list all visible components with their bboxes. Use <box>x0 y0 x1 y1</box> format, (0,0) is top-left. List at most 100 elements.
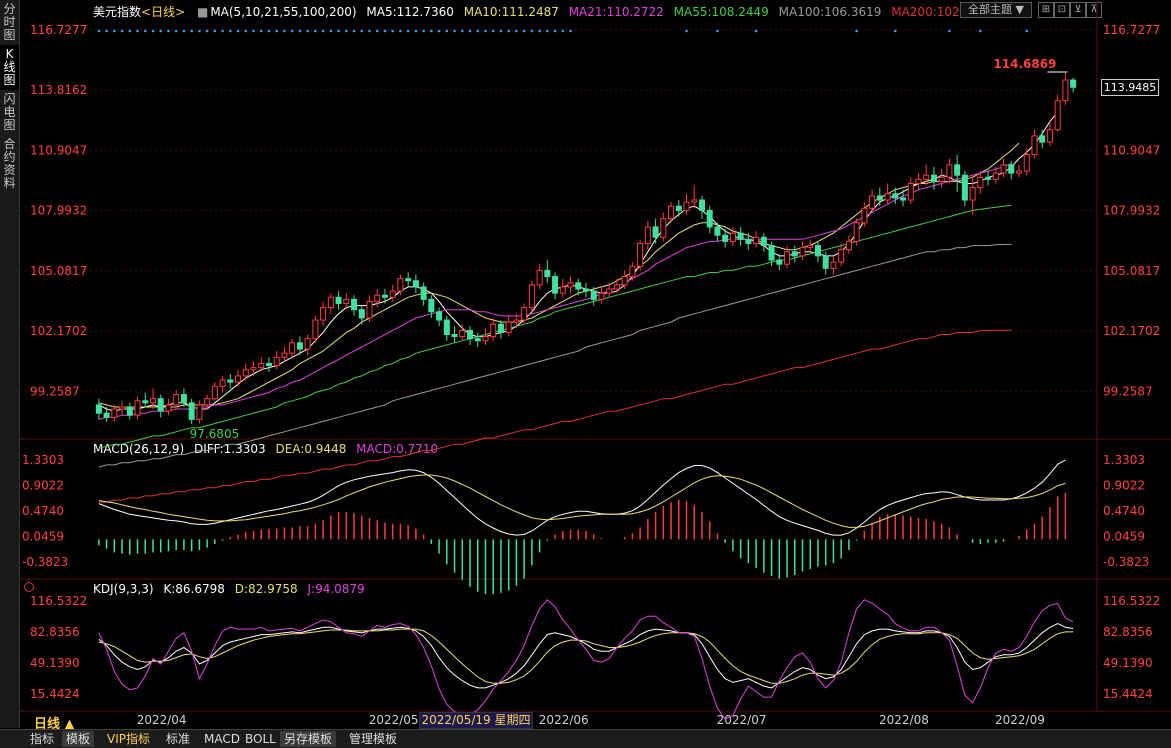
signal-dot <box>198 29 201 33</box>
candle-body <box>985 176 992 180</box>
price-tick-right: 116.7277 <box>1103 23 1160 37</box>
signal-dot <box>445 29 449 33</box>
signal-dot <box>190 29 193 33</box>
signal-dot <box>143 29 147 33</box>
candle-body <box>915 178 922 184</box>
macd-tick-left: -0.3823 <box>22 555 68 569</box>
candle-body <box>938 176 945 182</box>
signal-dot <box>97 29 101 33</box>
price-tick-left: 110.9047 <box>30 143 87 157</box>
ma55-value: MA55:108.2449 <box>673 5 769 19</box>
ma-line-ma55 <box>98 204 1012 449</box>
candle-body <box>559 286 566 294</box>
macd-dea-line <box>98 474 1066 528</box>
arrow-up-icon[interactable]: ⊼ <box>1086 2 1102 18</box>
candle-body <box>575 282 582 290</box>
macd-tick-left: 0.4740 <box>22 504 64 518</box>
macd-tick-left: 0.0459 <box>22 530 64 544</box>
candle-body <box>1000 164 1007 174</box>
candle-body <box>459 329 466 338</box>
signal-dot <box>484 29 487 33</box>
candle-body <box>173 394 180 406</box>
signal-dot <box>538 29 541 33</box>
tab-vip-indicators[interactable]: VIP指标 <box>107 732 150 746</box>
signal-dot <box>515 29 518 33</box>
candle-body <box>845 240 852 251</box>
tab-boll[interactable]: BOLL <box>245 732 276 746</box>
candle-body <box>312 319 319 340</box>
signal-dot <box>453 29 456 33</box>
candle-body <box>930 174 937 182</box>
candle-body <box>513 319 520 323</box>
candle-body <box>250 367 257 371</box>
signal-dot <box>229 29 232 33</box>
expand-icon[interactable]: ⊡ <box>1054 2 1070 18</box>
candle-body <box>420 286 427 300</box>
candle-body <box>691 199 698 203</box>
candle-body <box>374 294 381 302</box>
signal-dot <box>716 29 719 33</box>
tab-save-template[interactable]: 另存模板 <box>280 731 337 747</box>
candle-body <box>760 236 767 247</box>
signal-dot <box>855 29 858 33</box>
tab-standard[interactable]: 标准 <box>166 732 191 746</box>
kdj-k: K:86.6798 <box>163 582 225 596</box>
candle-body <box>660 218 667 238</box>
candle-body <box>814 245 821 257</box>
kdj-tick-left: 49.1390 <box>30 656 80 670</box>
tab-templates[interactable]: 模板 <box>62 731 95 747</box>
arrow-down-icon[interactable]: ⊻ <box>1070 2 1086 18</box>
signal-dot <box>314 29 317 33</box>
theme-select[interactable]: 全部主题 ▼ <box>960 2 1032 18</box>
candle-body <box>343 298 350 304</box>
tab-manage-templates[interactable]: 管理模板 <box>349 732 398 746</box>
ma21-value: MA21:110.2722 <box>568 5 664 19</box>
signal-dot <box>360 29 364 33</box>
low-annotation: 97.6805 <box>190 427 240 441</box>
candle-body <box>977 176 984 189</box>
candle-body <box>892 193 899 199</box>
signal-dot <box>422 29 425 33</box>
signal-dot <box>290 29 294 33</box>
signal-dot <box>352 29 356 33</box>
period-label[interactable]: 日线 ▲ <box>34 717 75 732</box>
signal-dot <box>128 29 132 33</box>
signal-dot <box>1025 29 1029 33</box>
candle-body <box>490 323 497 338</box>
ma-legend: 美元指数<日线> ■ MA(5,10,21,55,100,200) MA5:112… <box>93 5 987 19</box>
tab-indicators[interactable]: 指标 <box>30 732 55 746</box>
period-tag[interactable]: <日线> <box>141 5 186 19</box>
tab-flash[interactable]: 闪电图 <box>3 92 16 132</box>
signal-dot <box>151 29 155 33</box>
tab-kline[interactable]: K线图 <box>0 45 19 90</box>
tab-macd[interactable]: MACD <box>204 732 240 746</box>
candle-body <box>729 232 736 242</box>
tab-contract-info[interactable]: 合约资料 <box>3 137 16 190</box>
macd-tick-right: 1.3303 <box>1103 453 1145 467</box>
candle-body <box>714 226 721 236</box>
grid-icon[interactable]: ⊞ <box>1038 2 1054 18</box>
settings-icon[interactable] <box>24 582 34 592</box>
candle-body <box>567 282 574 288</box>
candle-body <box>992 172 999 180</box>
candle-body <box>327 296 334 309</box>
kdj-tick-right: 116.5322 <box>1103 594 1160 608</box>
high-annotation: 114.6869 <box>993 57 1056 71</box>
signal-dot <box>174 29 178 33</box>
signal-dot <box>414 29 418 33</box>
signal-dot <box>460 29 464 33</box>
ma-line-ma5 <box>98 111 1059 412</box>
candle-body <box>961 174 968 201</box>
signal-dot <box>406 29 410 33</box>
macd-dea: DEA:0.9448 <box>275 442 347 456</box>
signal-dot <box>754 29 758 33</box>
tab-timeshare[interactable]: 分时图 <box>3 2 16 42</box>
candle-body <box>629 265 636 278</box>
kdj-tick-right: 82.8356 <box>1103 625 1153 639</box>
signal-dot <box>306 29 309 33</box>
ma5-value: MA5:112.7360 <box>366 5 454 19</box>
signal-dot <box>344 29 348 33</box>
signal-dot <box>182 29 186 33</box>
candle-body <box>652 226 659 238</box>
